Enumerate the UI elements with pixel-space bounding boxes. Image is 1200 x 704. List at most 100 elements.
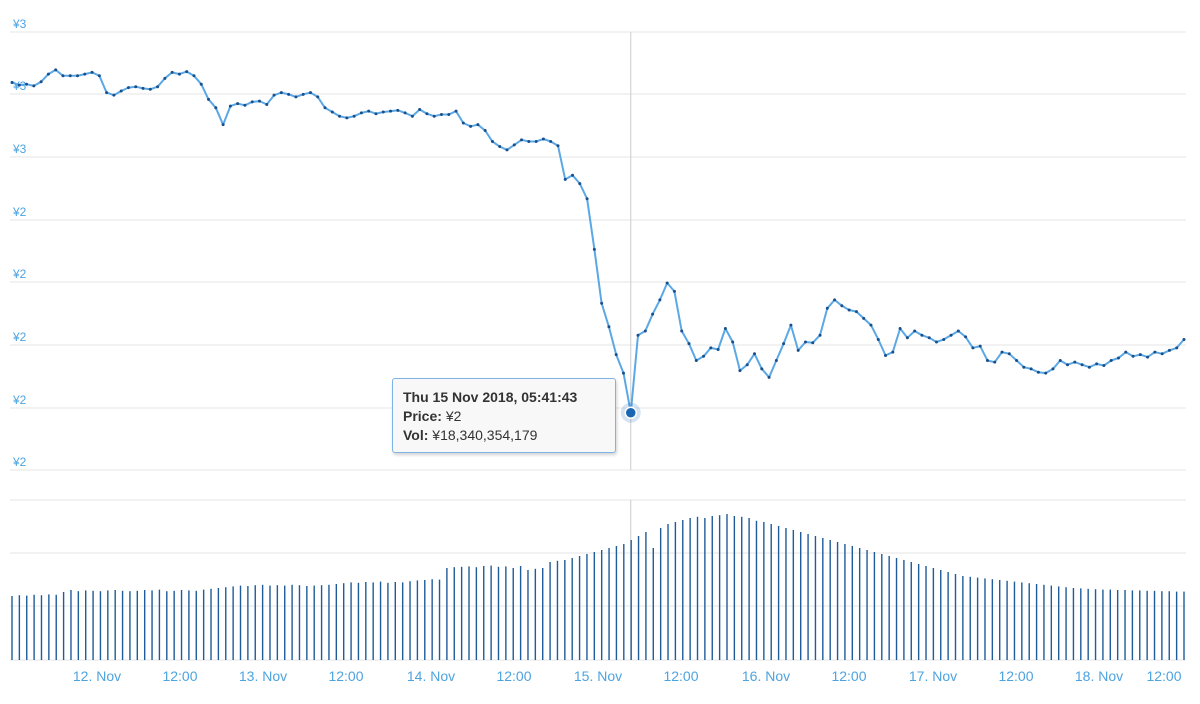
volume-bar (873, 552, 876, 660)
volume-bar (129, 591, 131, 660)
volume-bar (836, 542, 839, 660)
price-point (818, 333, 822, 337)
volume-bar (564, 560, 566, 660)
volume-bar (151, 590, 153, 660)
volume-bar (991, 579, 994, 660)
volume-bar (431, 579, 433, 660)
price-point (25, 82, 29, 86)
price-point (585, 197, 589, 201)
price-point (294, 95, 298, 99)
volume-bar (630, 540, 632, 660)
price-point (1029, 367, 1033, 371)
volume-bar (291, 584, 293, 660)
volume-bar (416, 580, 419, 660)
volume-bar (969, 576, 971, 660)
price-point (527, 140, 531, 143)
price-point (1087, 365, 1091, 369)
volume-bar (490, 565, 492, 660)
volume-bar (85, 590, 87, 660)
volume-bar (188, 590, 190, 660)
price-point (381, 110, 385, 114)
y-tick-label: ¥2 (12, 330, 27, 344)
volume-bar (1153, 590, 1156, 660)
volume-bar (1094, 589, 1097, 660)
volume-bar (822, 538, 824, 660)
volume-bar (844, 544, 846, 660)
volume-bar (984, 578, 986, 660)
price-point (687, 342, 691, 346)
price-point (83, 72, 87, 76)
price-point (505, 148, 509, 152)
price-point (745, 363, 749, 367)
volume-bar (1035, 584, 1038, 660)
volume-bar (48, 594, 50, 660)
volume-bar (505, 566, 507, 660)
volume-bar (225, 587, 227, 660)
price-point (600, 301, 604, 305)
volume-bar (1065, 587, 1067, 660)
price-point (884, 353, 888, 357)
price-point (578, 182, 582, 186)
volume-bar (652, 548, 654, 660)
volume-bar (741, 516, 743, 660)
price-point (607, 325, 611, 329)
volume-bar (92, 590, 94, 660)
price-point (1167, 348, 1171, 352)
price-point (185, 70, 189, 74)
price-point (753, 352, 757, 356)
price-point (461, 121, 465, 125)
volume-bar (866, 550, 868, 660)
price-point (854, 310, 858, 314)
volume-bar (674, 522, 677, 660)
volume-bar (401, 582, 404, 660)
price-point (1073, 360, 1077, 364)
price-point (709, 346, 713, 350)
price-point (61, 74, 65, 78)
volume-bar (1139, 590, 1141, 660)
price-point (869, 323, 873, 327)
price-point (1109, 359, 1113, 362)
price-point (46, 72, 50, 76)
volume-bar (284, 585, 286, 660)
x-tick-label: 12:00 (328, 668, 363, 684)
y-tick-label: ¥3 (12, 17, 27, 31)
volume-bar (409, 581, 411, 660)
volume-bar (372, 582, 374, 660)
y-tick-label: ¥3 (12, 142, 27, 156)
volume-bar (232, 586, 234, 660)
price-point (1066, 363, 1070, 367)
volume-bar (1057, 586, 1060, 660)
volume-bar (483, 566, 485, 660)
price-point (1095, 362, 1099, 366)
price-point (389, 109, 393, 113)
price-point (250, 100, 254, 104)
volume-bar (1109, 589, 1111, 660)
price-point (621, 371, 625, 375)
volume-bar (917, 564, 920, 660)
price-point (439, 113, 443, 117)
volume-bar (571, 558, 573, 660)
price-point (993, 360, 997, 364)
price-point (672, 289, 676, 293)
volume-bar (1168, 591, 1170, 660)
price-point (774, 359, 778, 362)
volume-bar (1043, 584, 1045, 660)
price-point (54, 68, 58, 72)
volume-bar (158, 589, 161, 660)
y-tick-label: ¥2 (12, 455, 27, 469)
x-tick-label: 12:00 (998, 668, 1033, 684)
volume-bar (460, 566, 463, 660)
volume-bar (770, 524, 772, 660)
price-point (345, 116, 349, 120)
price-point (1058, 359, 1062, 362)
volume-bar (910, 562, 912, 660)
tooltip-vol-value: ¥18,340,354,179 (432, 427, 538, 443)
x-tick-label: 17. Nov (909, 668, 957, 684)
price-point (287, 92, 291, 96)
price-point (352, 114, 356, 118)
price-point (1131, 354, 1135, 358)
volume-bar (261, 584, 264, 660)
volume-bar (659, 528, 662, 660)
price-point (207, 97, 211, 101)
